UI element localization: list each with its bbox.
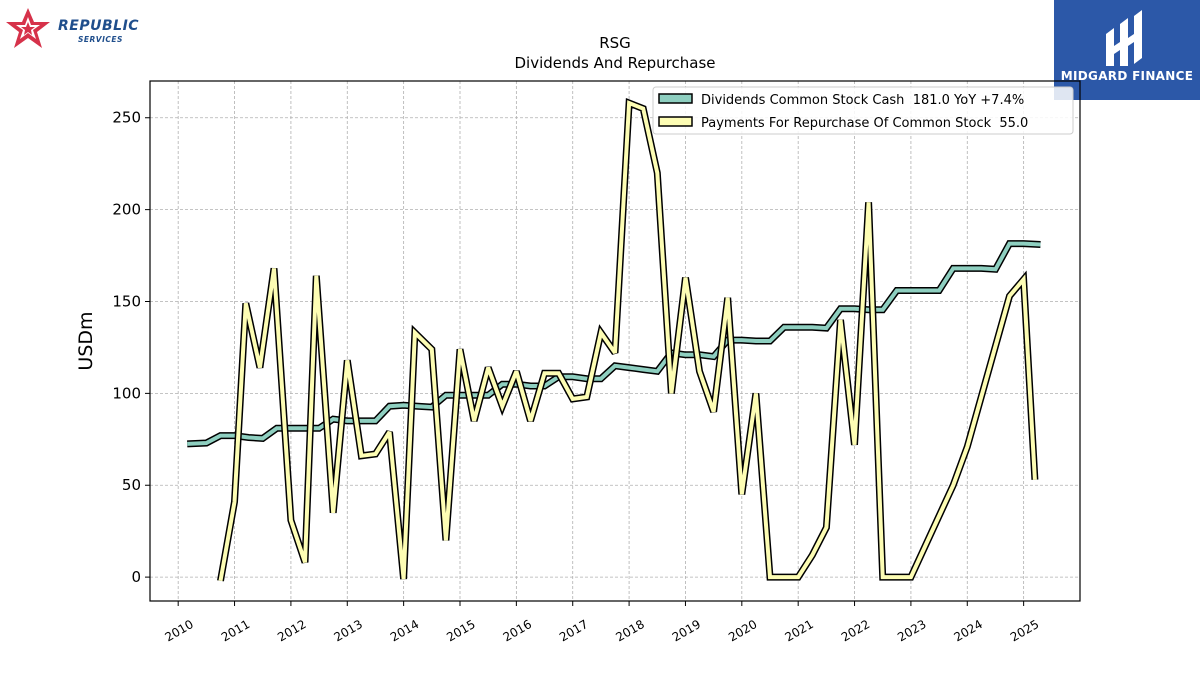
x-tick-label: 2016 — [501, 617, 534, 644]
y-tick-label: 200 — [112, 201, 141, 219]
plot-frame — [149, 80, 1081, 602]
legend-swatch-repurchase — [658, 116, 693, 127]
star-logo-icon — [6, 8, 50, 48]
legend: Dividends Common Stock Cash 181.0 YoY +7… — [652, 86, 1074, 135]
x-tick-label: 2022 — [839, 617, 872, 644]
series-outline-repurchase — [217, 97, 1039, 582]
x-tick-label: 2014 — [388, 617, 421, 644]
x-tick-label: 2019 — [670, 617, 703, 644]
logo-left-line1: REPUBLIC — [58, 18, 140, 34]
x-tick-label: 2012 — [275, 617, 308, 644]
midgard-emblem-icon — [1106, 10, 1142, 66]
series-line-repurchase — [218, 100, 1037, 582]
y-tick-label: 150 — [112, 292, 141, 310]
x-tick-label: 2010 — [162, 617, 195, 644]
x-tick-label: 2024 — [952, 617, 985, 644]
logo-left-line2: SERVICES — [78, 35, 123, 44]
y-tick-label: 50 — [122, 476, 141, 494]
x-tick-label: 2025 — [1008, 617, 1041, 644]
legend-box — [652, 86, 1074, 135]
logo-right-text: MIDGARD FINANCE — [1060, 69, 1194, 83]
series-line-dividends — [187, 241, 1041, 446]
x-tick-label: 2015 — [444, 617, 477, 644]
midgard-finance-logo: MIDGARD FINANCE — [1054, 0, 1200, 100]
x-tick-label: 2023 — [895, 617, 928, 644]
y-tick-label: 250 — [112, 109, 141, 127]
y-axis-label: USDm — [75, 311, 97, 370]
x-tick-label: 2011 — [219, 617, 252, 644]
legend-label-repurchase: Payments For Repurchase Of Common Stock … — [701, 116, 1028, 131]
grid — [150, 81, 1080, 601]
legend-label-dividends: Dividends Common Stock Cash 181.0 YoY +7… — [701, 93, 1024, 108]
chart-title: RSG — [599, 34, 631, 52]
series-layer — [187, 97, 1041, 582]
republic-services-logo: REPUBLIC SERVICES — [6, 6, 146, 54]
y-tick-label: 0 — [131, 568, 141, 586]
x-tick-label: 2020 — [726, 617, 759, 644]
legend-swatch-dividends — [658, 93, 693, 104]
x-tick-label: 2017 — [557, 617, 590, 644]
x-tick-label: 2021 — [782, 617, 815, 644]
x-tick-label: 2013 — [332, 617, 365, 644]
x-tick-label: 2018 — [613, 617, 646, 644]
chart-subtitle: Dividends And Repurchase — [514, 54, 715, 72]
y-tick-label: 100 — [112, 384, 141, 402]
